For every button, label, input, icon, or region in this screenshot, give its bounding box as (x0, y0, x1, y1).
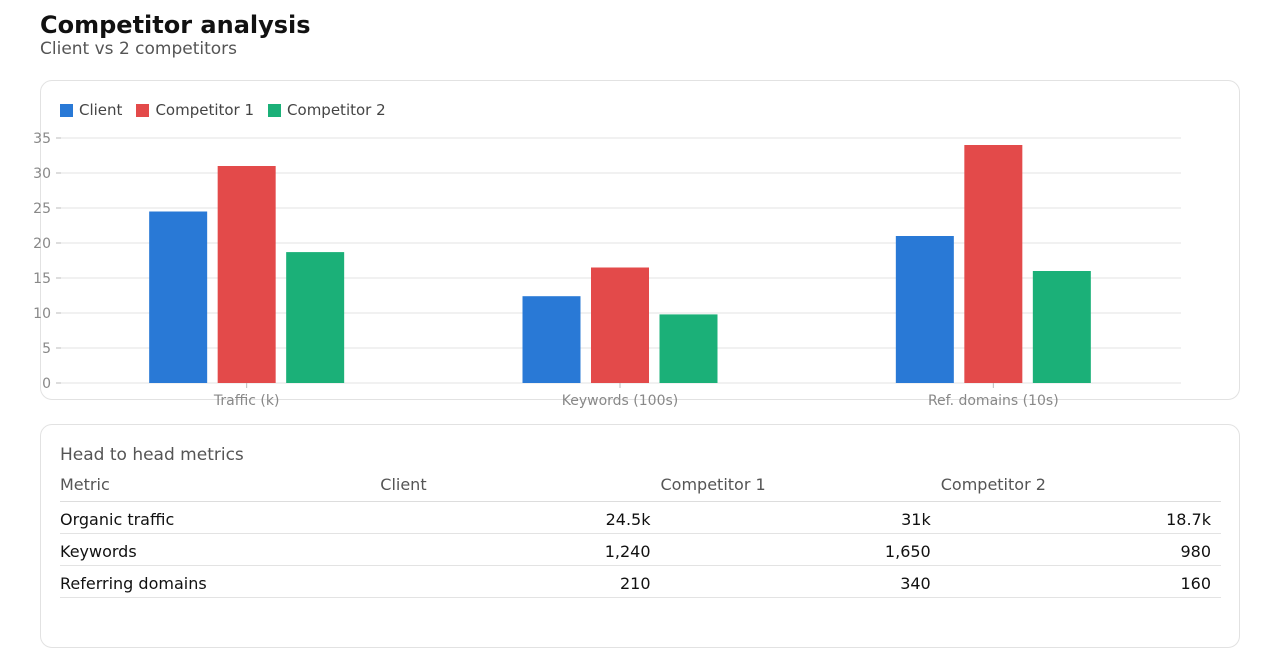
metrics-card: Head to head metrics Metric Client Compe… (40, 424, 1240, 648)
x-category-label: Traffic (k) (213, 393, 280, 409)
bar-competitor-2-3 (1032, 271, 1091, 383)
cell-competitor-2: 160 (940, 565, 1221, 598)
column-header-competitor-1: Competitor 1 (660, 475, 941, 502)
cell-client: 24.5k (380, 501, 661, 534)
page-subtitle: Client vs 2 competitors (40, 39, 238, 59)
y-tick-label: 15 (33, 271, 51, 287)
table-row: Referring domains 210 340 160 (60, 565, 1221, 598)
legend-label-competitor-2: Competitor 2 (287, 101, 386, 119)
legend-swatch-competitor-1 (136, 103, 150, 117)
cell-metric: Organic traffic (60, 501, 381, 534)
bar-competitor-2-1 (286, 252, 345, 383)
cell-metric: Referring domains (60, 565, 381, 598)
bar-competitor-1-1 (217, 166, 276, 383)
bar-competitor-2-2 (659, 314, 718, 383)
table-header-row: Metric Client Competitor 1 Competitor 2 (60, 475, 1221, 502)
y-tick-label: 5 (42, 341, 51, 357)
bar-client-2 (522, 296, 581, 383)
table-title: Head to head metrics (60, 445, 244, 465)
y-tick-label: 25 (33, 201, 51, 217)
cell-client: 1,240 (380, 533, 661, 566)
column-header-metric: Metric (60, 475, 381, 502)
x-category-label: Keywords (100s) (562, 393, 678, 409)
bar-chart: 0 5 10 15 20 25 30 35 Traffic (k) Keywords (100s)… (33, 131, 1181, 409)
legend-item-client: Client (60, 101, 122, 119)
cell-competitor-1: 31k (660, 501, 941, 534)
bar-competitor-1-2 (591, 267, 649, 383)
y-tick-label: 10 (33, 306, 51, 322)
bar-client-1 (149, 211, 208, 383)
metrics-table: Metric Client Competitor 1 Competitor 2 … (60, 475, 1221, 598)
x-category-label: Ref. domains (10s) (928, 393, 1059, 409)
cell-competitor-1: 1,650 (660, 533, 941, 566)
chart-card: Client Competitor 1 Competitor 2 0 5 10 15 2… (33, 80, 1240, 409)
legend-label-client: Client (79, 101, 123, 119)
cell-client: 210 (380, 565, 661, 598)
legend-swatch-client (60, 103, 73, 117)
legend-swatch-competitor-2 (268, 103, 282, 117)
y-tick-label: 20 (33, 236, 51, 252)
cell-competitor-2: 980 (940, 533, 1221, 566)
y-tick-label: 0 (42, 376, 51, 392)
cell-metric: Keywords (60, 533, 381, 566)
legend-item-competitor-1: Competitor 1 (136, 101, 254, 119)
page-title: Competitor analysis (40, 11, 311, 39)
column-header-competitor-2: Competitor 2 (940, 475, 1221, 502)
legend-label-competitor-1: Competitor 1 (155, 101, 255, 119)
bar-competitor-1-3 (964, 145, 1023, 383)
chart-legend: Client Competitor 1 Competitor 2 (60, 101, 400, 119)
bar-client-3 (895, 236, 954, 383)
table-row: Organic traffic 24.5k 31k 18.7k (60, 501, 1221, 534)
column-header-client: Client (380, 475, 661, 502)
y-tick-label: 30 (33, 166, 51, 182)
cell-competitor-1: 340 (660, 565, 941, 598)
legend-item-competitor-2: Competitor 2 (268, 101, 386, 119)
cell-competitor-2: 18.7k (940, 501, 1221, 534)
table-row: Keywords 1,240 1,650 980 (60, 533, 1221, 566)
y-tick-label: 35 (33, 131, 51, 147)
